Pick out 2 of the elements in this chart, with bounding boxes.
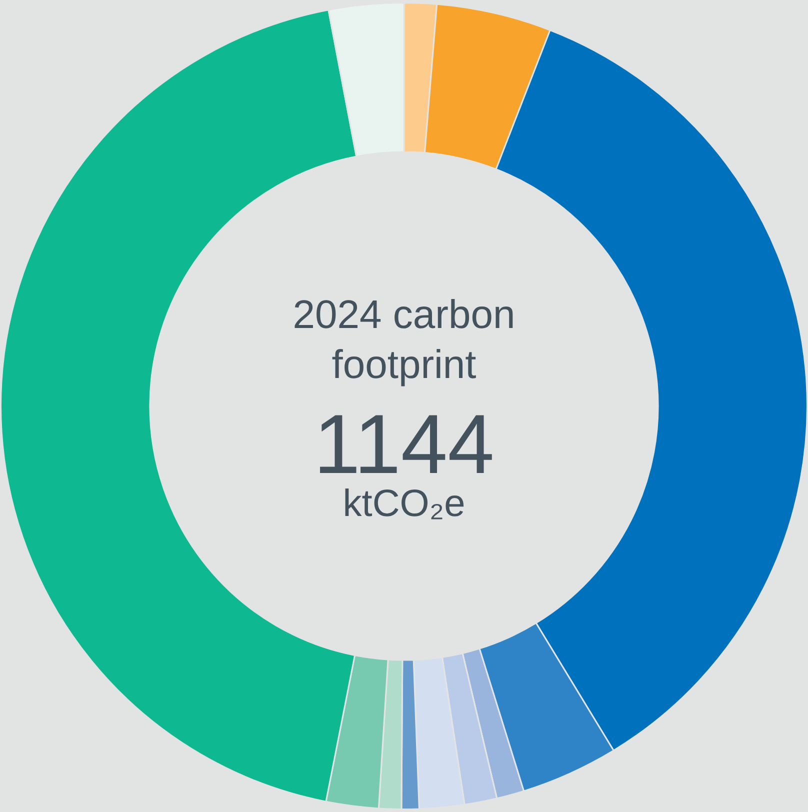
text: ktCO₂e	[342, 483, 466, 525]
text: 2024 carbon footprint	[292, 292, 516, 389]
